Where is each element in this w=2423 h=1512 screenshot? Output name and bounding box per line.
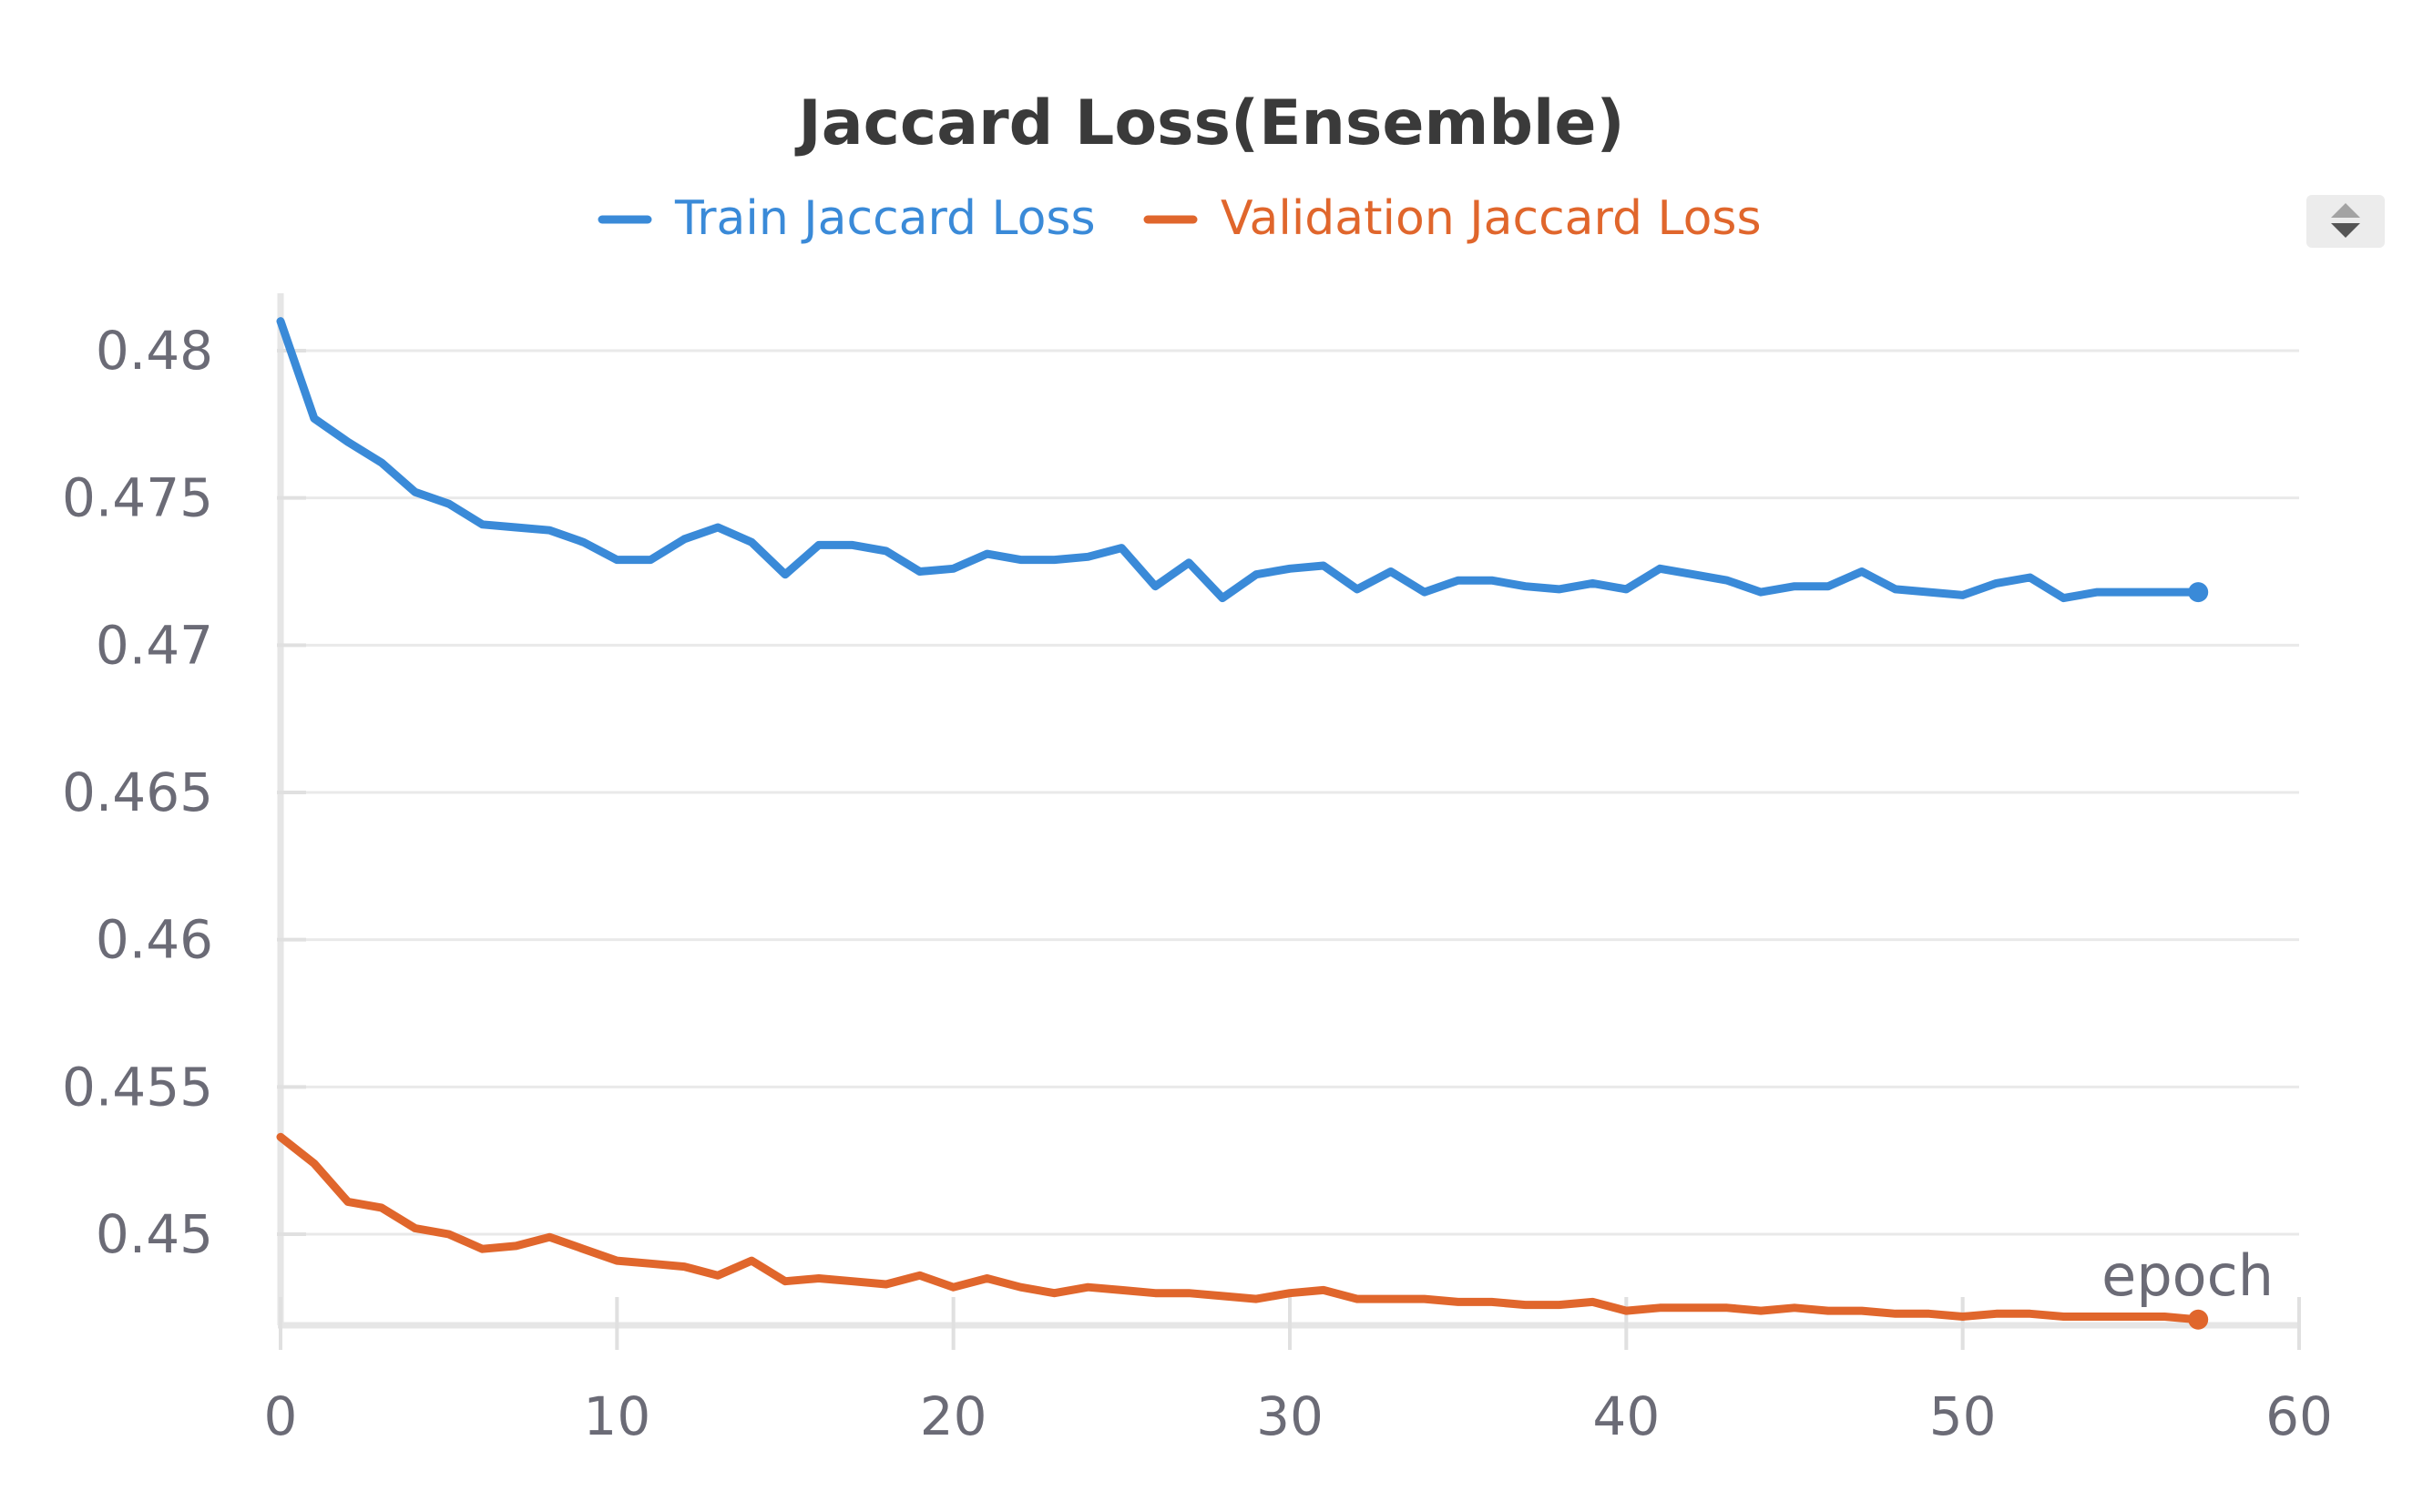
x-axis-ticks: 0 10 20 30 40 50 60 [264,1297,2333,1447]
x-tick-label-0: 0 [264,1385,298,1447]
grid-lines [281,349,2299,1236]
axes [277,293,2300,1329]
series-end-marker-1 [2188,1309,2209,1330]
chart-title: Jaccard Loss(Ensemble) [794,87,1624,159]
sort-arrows-icon [2331,203,2360,218]
sort-button[interactable] [2306,195,2385,248]
series-end-marker-0 [2188,582,2209,603]
x-tick-label-3: 30 [1256,1385,1324,1447]
y-tick-label-5: 0.475 [62,467,213,529]
y-tick-label-1: 0.455 [62,1056,213,1118]
y-tick-label-2: 0.46 [96,909,213,971]
y-tick-label-4: 0.47 [96,614,213,676]
x-tick-label-6: 60 [2265,1385,2333,1447]
x-tick-label-1: 10 [583,1385,650,1447]
y-axis-ticks: 0.45 0.455 0.46 0.465 0.47 0.475 0.48 [62,320,306,1265]
sort-down-arrow-icon [2331,223,2360,238]
y-tick-label-6: 0.48 [96,320,213,382]
series-line-1[interactable] [276,1132,2203,1324]
x-tick-label-4: 40 [1592,1385,1660,1447]
legend-label-validation[interactable]: Validation Jaccard Loss [1221,191,1762,246]
series-lines [276,317,2209,1330]
legend-label-train[interactable]: Train Jaccard Loss [674,191,1096,246]
series-line-0[interactable] [276,317,2203,603]
legend-item-train[interactable]: Train Jaccard Loss [598,191,1096,246]
y-tick-label-0: 0.45 [96,1203,213,1265]
x-tick-label-5: 50 [1929,1385,1997,1447]
legend-item-validation[interactable]: Validation Jaccard Loss [1143,191,1762,246]
y-tick-label-3: 0.465 [62,761,213,823]
legend[interactable]: Train Jaccard Loss Validation Jaccard Lo… [598,191,1762,246]
x-tick-label-2: 20 [920,1385,987,1447]
x-axis-label: epoch [2101,1242,2274,1309]
